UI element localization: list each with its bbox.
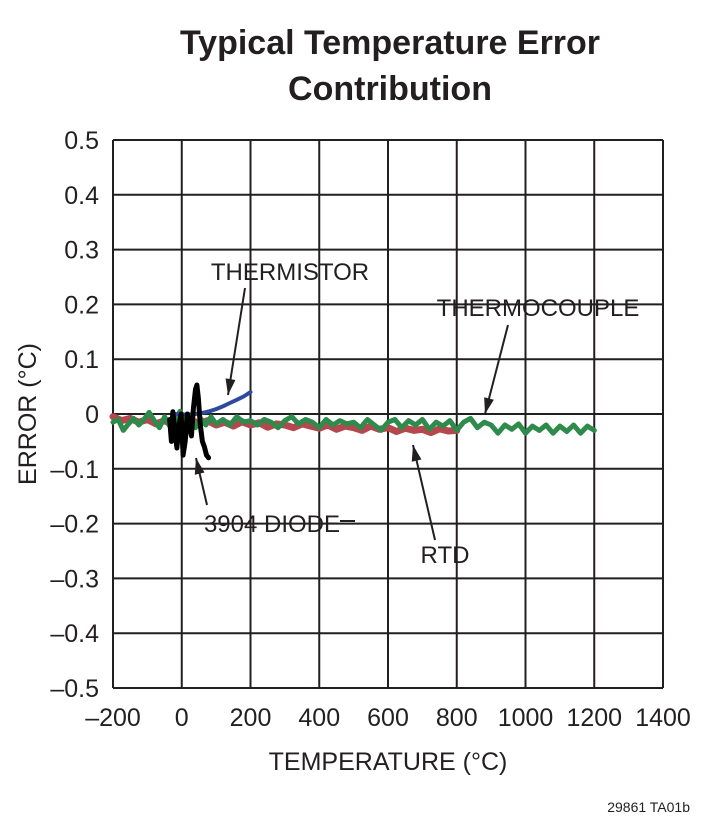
x-tick-label: 1200 (566, 704, 622, 732)
x-axis-label: TEMPERATURE (°C) (269, 748, 508, 776)
thermistor-arrow-line (227, 287, 246, 396)
y-tick-label: –0.2 (50, 511, 99, 539)
annotation-thermocouple: THERMOCOUPLE (437, 295, 640, 322)
series-3904-diode (167, 382, 212, 461)
y-axis-label: ERROR (°C) (14, 343, 42, 485)
annotation-rtd: RTD (421, 542, 470, 569)
y-tick-label: 0.3 (64, 237, 99, 265)
x-tick-label: 1000 (498, 704, 554, 732)
x-tick-label: 600 (367, 704, 409, 732)
y-tick-label: 0.1 (64, 346, 99, 374)
x-tick-label: –200 (85, 704, 141, 732)
thermistor-arrow-head (225, 378, 236, 395)
thermocouple-arrow-head (484, 397, 494, 414)
x-tick-label: 800 (436, 704, 478, 732)
annotation-thermistor: THERMISTOR (211, 259, 369, 286)
y-tick-label: 0 (85, 401, 99, 429)
annotation-arrows (194, 287, 509, 541)
diode-arrow-head (194, 458, 205, 475)
grid (112, 139, 664, 689)
annotation-3904-diode: 3904 DIODE (204, 511, 340, 538)
series-lines (109, 382, 597, 461)
y-tick-label: –0.1 (50, 456, 99, 484)
y-tick-label: 0.5 (64, 127, 99, 155)
y-tick-label: –0.4 (50, 620, 99, 648)
y-tick-label: 0.2 (64, 291, 99, 319)
x-tick-label: 1400 (635, 704, 691, 732)
rtd-arrow-line (412, 444, 436, 541)
chart-title-line1: Typical Temperature Error (180, 24, 600, 62)
figure-id: 29861 TA01b (607, 799, 690, 815)
series-thermocouple (110, 408, 597, 436)
y-tick-label: 0.4 (64, 182, 99, 210)
chart-title-line2: Contribution (288, 70, 492, 108)
tick-labels: –200 0 200 400 600 800 1000 1200 1400 0.5 0.4 0.3 0.… (50, 127, 690, 732)
y-tick-label: –0.3 (50, 565, 99, 593)
x-tick-label: 400 (298, 704, 340, 732)
x-tick-label: 0 (175, 704, 189, 732)
series-thermistor (172, 390, 253, 417)
y-tick-label: –0.5 (50, 675, 99, 703)
rtd-arrow-head (411, 445, 422, 462)
x-tick-label: 200 (230, 704, 272, 732)
